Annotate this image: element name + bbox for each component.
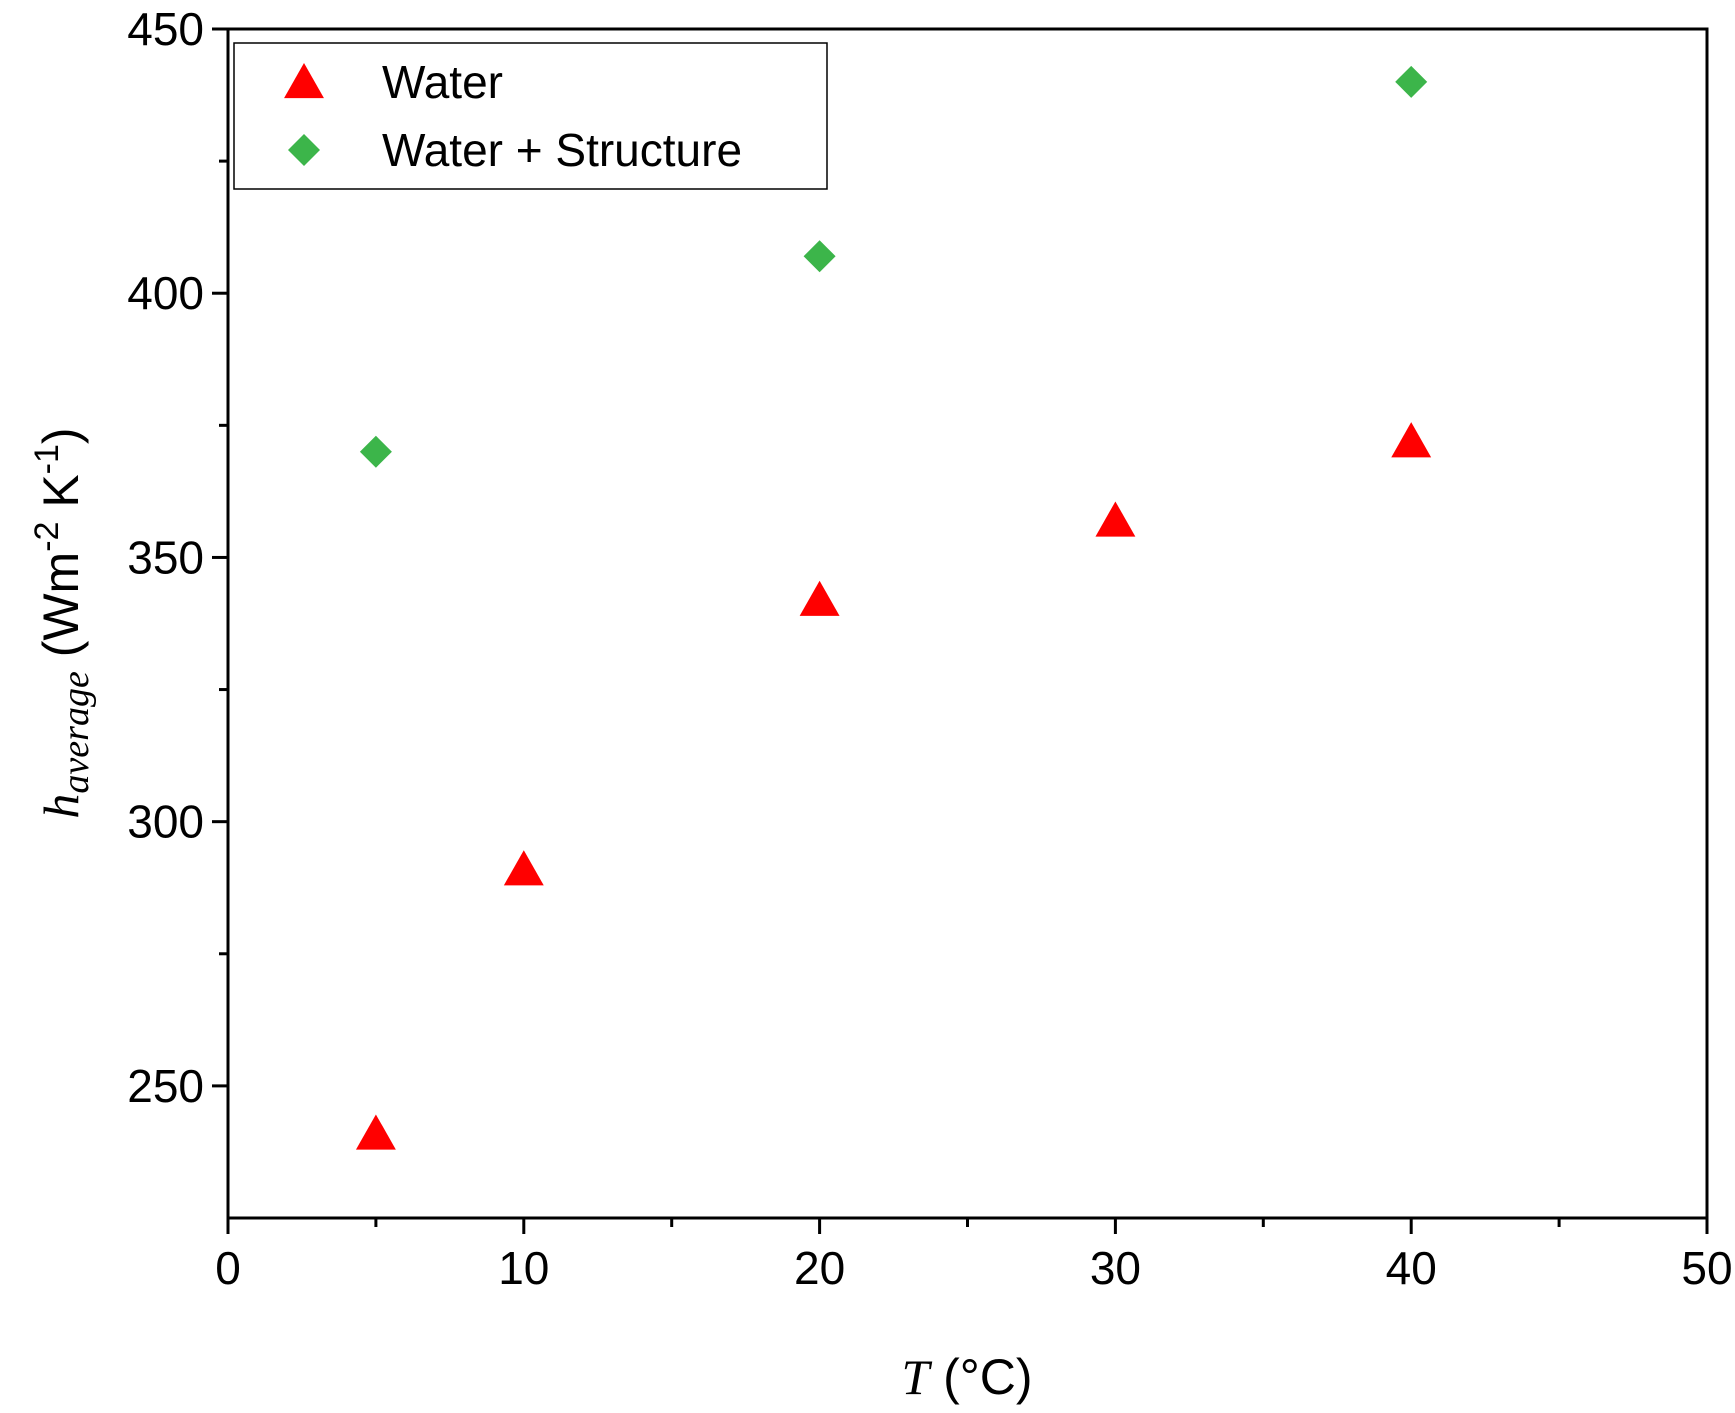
series-diamond (359, 65, 1428, 468)
y-axis-tick-labels: 250 300 350 400 450 (127, 3, 204, 1112)
y-tick-label: 400 (127, 267, 204, 319)
triangle-marker (1095, 501, 1136, 537)
x-tick-label: 30 (1090, 1242, 1141, 1294)
legend-label: Water (382, 56, 503, 108)
data-points (355, 65, 1432, 1150)
legend-label: Water + Structure (382, 124, 742, 176)
y-axis-exp1: -2 (28, 522, 66, 552)
triangle-marker (799, 580, 840, 616)
legend-diamond-marker (288, 134, 320, 166)
y-tick-label: 300 (127, 796, 204, 848)
x-axis-tick-labels: 0 10 20 30 40 50 (215, 1242, 1732, 1294)
legend-box (233, 42, 828, 190)
x-tick-label: 0 (215, 1242, 241, 1294)
y-axis-unit-mid: K (33, 474, 89, 521)
x-axis-ticks (226, 1218, 1709, 1234)
legend-triangle-marker (284, 63, 324, 99)
series-triangle (355, 422, 1432, 1150)
y-axis-unit-open: (Wm (33, 552, 89, 671)
triangle-marker (1391, 422, 1432, 458)
y-axis-symbol: h (33, 794, 89, 819)
y-axis-ticks (212, 27, 228, 1088)
x-tick-label: 20 (794, 1242, 845, 1294)
legend-item: Water (284, 56, 503, 108)
y-tick-label: 250 (127, 1060, 204, 1112)
x-axis-unit: (°C) (929, 1349, 1032, 1405)
x-tick-label: 40 (1386, 1242, 1437, 1294)
y-axis-title: haverage (Wm-2 K-1) (28, 427, 97, 818)
legend: Water Water + Structure (233, 42, 828, 190)
diamond-marker (1395, 65, 1428, 98)
plot-frame (226, 27, 1709, 1220)
y-axis-exp2: -1 (28, 444, 66, 474)
y-axis-subscript: average (55, 671, 97, 794)
y-axis-unit-close: ) (33, 427, 89, 444)
x-axis-symbol: T (901, 1349, 932, 1405)
triangle-marker (355, 1114, 396, 1150)
diamond-marker (803, 240, 836, 273)
diamond-marker (359, 435, 392, 468)
y-tick-label: 450 (127, 3, 204, 55)
triangle-marker (503, 850, 544, 886)
legend-item: Water + Structure (288, 124, 742, 176)
x-tick-label: 10 (498, 1242, 549, 1294)
y-tick-label: 350 (127, 531, 204, 583)
x-tick-label: 50 (1681, 1242, 1732, 1294)
x-axis-title: T (°C) (901, 1349, 1032, 1405)
